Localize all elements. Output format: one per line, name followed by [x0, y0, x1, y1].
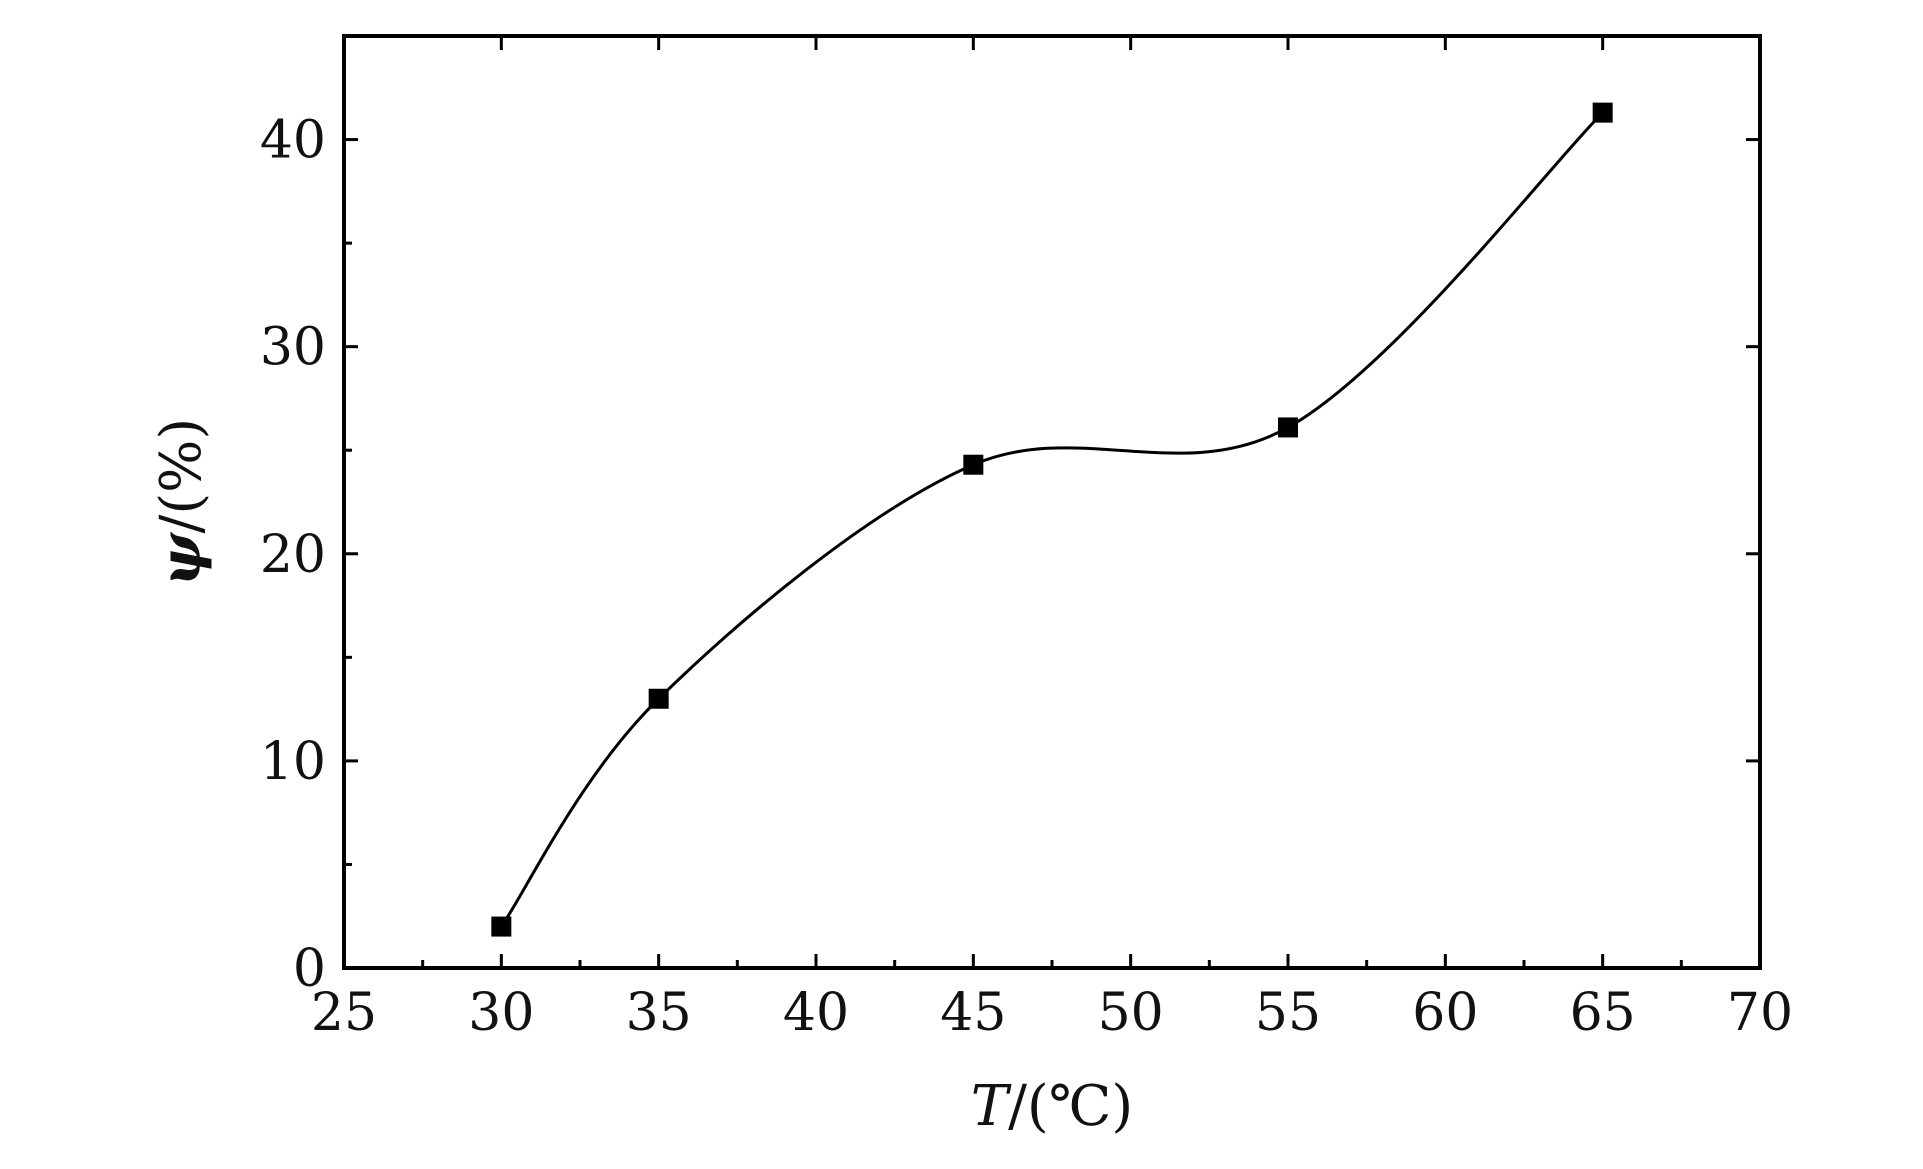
x-tick-label: 30: [468, 983, 534, 1043]
series-curve: [500, 111, 1604, 928]
x-axis-tick-labels: 25 30 35 40 45 50 55 60 65 70: [311, 983, 1793, 1043]
x-tick-label: 35: [626, 983, 692, 1043]
y-tick-label: 40: [260, 111, 326, 171]
x-axis-label-symbol: T: [971, 1074, 1012, 1139]
y-axis-label-unit: /(%): [149, 418, 214, 534]
y-axis-tick-labels: 0 10 20 30 40: [260, 111, 326, 999]
x-axis-label-unit: /(℃): [1008, 1074, 1133, 1139]
y-axis-label: ψ/(%): [148, 418, 214, 587]
y-axis-ticks: [344, 34, 1760, 970]
x-axis-ticks: [342, 36, 1762, 968]
x-tick-label: 50: [1098, 983, 1164, 1043]
data-point-marker: [648, 688, 669, 709]
x-tick-label: 40: [783, 983, 849, 1043]
x-axis-label: T/(℃): [971, 1074, 1134, 1139]
x-tick-label: 65: [1570, 983, 1636, 1043]
series-markers: [491, 102, 1613, 937]
y-axis-label-symbol: ψ: [148, 531, 214, 586]
x-tick-label: 45: [940, 983, 1006, 1043]
x-tick-label: 60: [1412, 983, 1478, 1043]
y-tick-label: 10: [260, 732, 326, 792]
data-point-marker: [1592, 102, 1613, 123]
x-tick-label: 55: [1255, 983, 1321, 1043]
data-point-marker: [963, 454, 984, 475]
y-tick-label: 0: [293, 939, 326, 999]
y-tick-label: 20: [260, 525, 326, 585]
data-point-marker: [491, 916, 512, 937]
data-point-marker: [1278, 417, 1298, 438]
x-tick-label: 25: [311, 983, 377, 1043]
y-tick-label: 30: [260, 318, 326, 378]
x-tick-label: 70: [1727, 983, 1793, 1043]
